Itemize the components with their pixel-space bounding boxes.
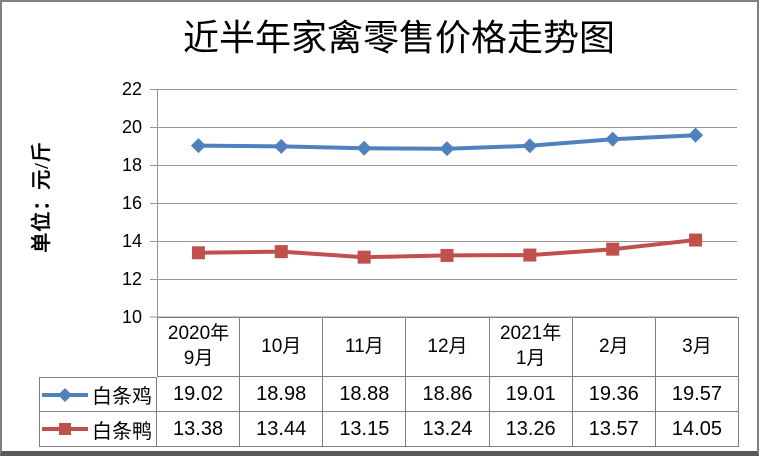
legend-label: 白条鸡 (92, 386, 152, 408)
y-tick-label: 18 (121, 155, 142, 175)
table-value-cell: 13.57 (572, 412, 656, 447)
square-marker (357, 250, 371, 264)
diamond-marker (190, 138, 206, 154)
plot-area (150, 89, 737, 318)
square-marker (191, 246, 205, 260)
diamond-marker (273, 138, 289, 154)
diamond-marker (522, 138, 538, 154)
table-value-cell: 14.05 (655, 412, 739, 447)
table-header-cell: 10月 (240, 317, 324, 377)
table-value-cell: 19.01 (489, 377, 573, 412)
y-tick-label: 12 (121, 269, 142, 289)
table-value-cell: 13.26 (489, 412, 573, 447)
y-tick-label: 16 (121, 193, 142, 213)
y-tick-label: 20 (121, 117, 142, 137)
diamond-marker (605, 131, 621, 147)
table-value-cell: 19.02 (157, 377, 241, 412)
square-marker (440, 248, 454, 262)
y-axis-title-wrap: 单位：元/斤 (30, 117, 54, 277)
table-value-cell: 18.88 (323, 377, 407, 412)
chart-title: 近半年家禽零售价格走势图 (182, 18, 615, 58)
y-tick-label: 14 (121, 231, 142, 251)
table-header-cell: 3月 (655, 317, 739, 377)
legend-cell-白条鸡: 白条鸡 (39, 377, 157, 412)
square-marker (523, 248, 537, 262)
table-header-cell: 2月 (572, 317, 656, 377)
square-marker (606, 242, 620, 256)
legend-marker-square (42, 423, 88, 435)
square-marker (689, 233, 703, 247)
table-corner-spacer (39, 317, 157, 377)
diamond-marker (356, 140, 372, 156)
y-tick-label: 10 (121, 307, 142, 327)
table-header-cell: 2020年 9月 (157, 317, 241, 377)
table-header-cell: 11月 (323, 317, 407, 377)
diamond-marker (439, 141, 455, 157)
legend-marker-diamond (42, 387, 88, 402)
y-axis-title: 单位：元/斤 (31, 141, 53, 253)
data-table: 2020年 9月 10月 11月 12月 2021年 1月 2月 3月 白条鸡 19.02 18.… (39, 317, 739, 447)
table-value-cell: 19.36 (572, 377, 656, 412)
diamond-marker (688, 127, 704, 143)
table-value-cell: 13.44 (240, 412, 324, 447)
legend-cell-白条鸭: 白条鸭 (39, 412, 157, 447)
table-header-cell: 12月 (406, 317, 490, 377)
y-tick-label: 22 (121, 79, 142, 99)
table-value-cell: 13.15 (323, 412, 407, 447)
square-marker (274, 245, 288, 259)
table-value-cell: 19.57 (655, 377, 739, 412)
table-value-cell: 18.98 (240, 377, 324, 412)
table-value-cell: 18.86 (406, 377, 490, 412)
table-value-cell: 13.24 (406, 412, 490, 447)
legend-label: 白条鸭 (92, 420, 152, 443)
table-value-cell: 13.38 (157, 412, 241, 447)
table-header-cell: 2021年 1月 (489, 317, 573, 377)
